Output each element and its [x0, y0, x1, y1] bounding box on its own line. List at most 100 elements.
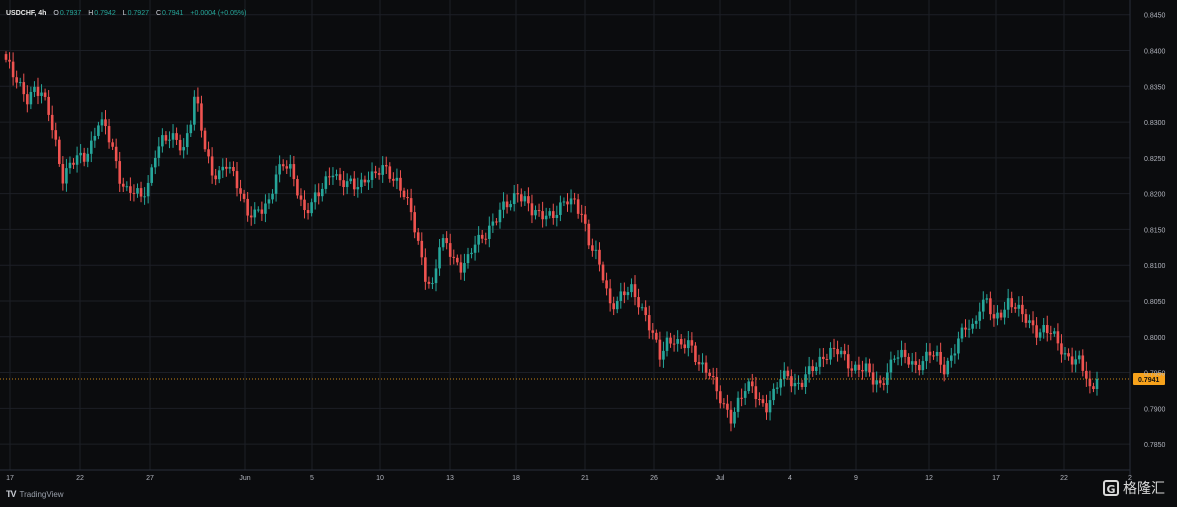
tradingview-label: TradingView [19, 489, 64, 499]
candle-body [1013, 307, 1017, 309]
candle-body [1070, 356, 1074, 365]
candle-body [470, 252, 473, 255]
candle-body [431, 283, 434, 285]
symbol-label[interactable]: USDCHF, 4h [6, 10, 47, 17]
candle-body [576, 199, 580, 214]
candle-body [907, 356, 910, 365]
candle-body [448, 243, 452, 257]
candle-body [793, 383, 797, 387]
candle-body [893, 358, 896, 360]
candle-body [1024, 314, 1028, 323]
candle-body [288, 164, 292, 169]
candle-body [782, 370, 786, 379]
candle-body [367, 179, 370, 183]
candle-body [918, 364, 921, 371]
candle-body [381, 165, 384, 175]
candle-body [1074, 359, 1077, 365]
candle-body [1028, 320, 1031, 323]
candle-body [939, 351, 942, 365]
candle-body [836, 348, 839, 355]
candle-body [360, 179, 363, 188]
candle-body [232, 166, 235, 172]
candle-body [886, 372, 889, 385]
price-axis[interactable]: 0.8450 0.8400 0.8350 0.8300 0.8250 0.8200 0.81… [1129, 0, 1166, 475]
x-tick-label: 13 [446, 475, 454, 482]
candle-body [1038, 332, 1042, 338]
candle-body [47, 96, 50, 115]
high-label: H [88, 10, 94, 17]
candle-body [868, 363, 871, 373]
candle-body [1045, 325, 1049, 334]
candle-body [1092, 386, 1095, 390]
candle-body [168, 139, 171, 141]
candle-body [207, 149, 210, 157]
symbol-legend: USDCHF, 4h O0.7937 H0.7942 L0.7927 C0.79… [6, 9, 251, 19]
candle-body [658, 339, 662, 360]
candle-body [971, 323, 974, 329]
candle-body [164, 135, 168, 141]
candle-body [1031, 320, 1035, 326]
candle-body [33, 86, 36, 92]
candle-body [527, 196, 530, 204]
candle-body [484, 238, 488, 240]
candle-body [253, 209, 257, 218]
candle-body [349, 178, 353, 182]
x-tick-label: 17 [6, 475, 14, 482]
candle-body [601, 264, 605, 281]
candle-body [967, 328, 971, 330]
candle-body [480, 234, 484, 239]
tradingview-logo[interactable]: TV TradingView [6, 489, 64, 499]
candle-body [669, 337, 672, 344]
y-tick-label: 0.7900 [1144, 406, 1166, 413]
candle-body [249, 215, 253, 218]
x-tick-label: 27 [146, 475, 154, 482]
y-tick-label: 0.8150 [1144, 227, 1166, 234]
candle-body [445, 238, 448, 244]
candle-body [758, 399, 761, 401]
candle-body [566, 201, 569, 205]
open-label: O [53, 10, 59, 17]
time-axis[interactable]: 17 22 27 Jun 5 10 13 18 21 26 Jul 4 9 12 17 22 2 [0, 469, 1132, 482]
candle-body [100, 119, 104, 126]
candle-body [86, 153, 90, 162]
candle-body [1021, 304, 1024, 315]
candle-body [964, 327, 967, 330]
x-tick-label: 4 [788, 475, 792, 482]
candle-body [996, 312, 999, 319]
gelonghui-watermark: G 格隆汇 [1103, 478, 1165, 498]
change-value: +0.0004 (+0.05%) [190, 10, 247, 17]
candle-body [26, 94, 29, 105]
candle-body [438, 247, 441, 269]
candle-body [502, 201, 505, 210]
candle-body [900, 349, 903, 358]
candle-body [580, 213, 584, 215]
y-tick-label: 0.8200 [1144, 192, 1166, 199]
candle-body [694, 345, 697, 362]
candle-body [562, 201, 566, 203]
candle-body [392, 178, 395, 181]
current-price-label: 0.7941 [1138, 377, 1160, 384]
candle-body [541, 211, 544, 220]
candle-body [82, 152, 86, 162]
candle-body [960, 327, 964, 339]
candle-body [1077, 355, 1081, 360]
candle-body [296, 179, 299, 196]
candle-body [583, 214, 587, 224]
candle-body [722, 403, 726, 405]
candle-body [647, 315, 651, 331]
candle-body [477, 234, 480, 245]
candle-body [242, 193, 246, 199]
candle-body [775, 387, 779, 389]
candle-body [370, 171, 374, 180]
candle-body [441, 238, 445, 248]
candle-body [1017, 304, 1021, 309]
candle-body [854, 364, 857, 371]
candle-body [957, 338, 960, 354]
candle-body [292, 164, 296, 180]
candle-body [825, 359, 829, 361]
candle-body [687, 340, 690, 349]
candle-body [598, 249, 601, 265]
